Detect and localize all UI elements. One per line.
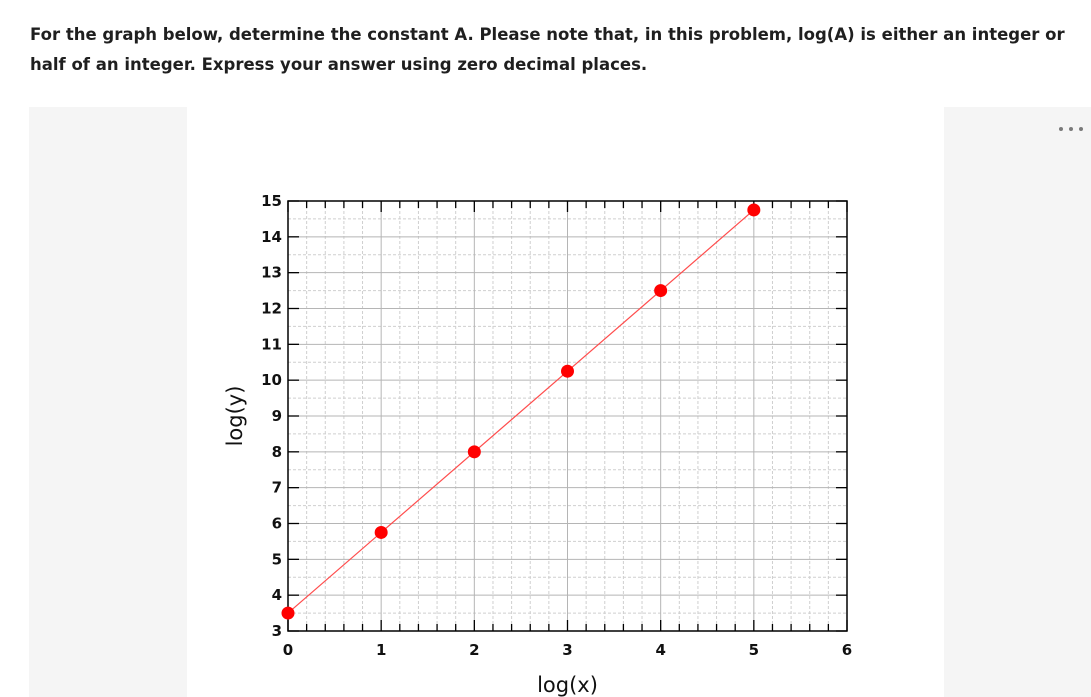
x-tick-label: 2: [469, 641, 479, 659]
left-margin-panel: [29, 107, 187, 697]
data-point: [467, 445, 481, 459]
y-tick-label: 5: [272, 550, 282, 568]
y-tick-label: 6: [272, 515, 282, 533]
data-point: [747, 203, 761, 217]
x-tick-label: 3: [562, 641, 572, 659]
ellipsis-dot: [1069, 127, 1073, 131]
ellipsis-icon[interactable]: [1059, 122, 1083, 136]
x-tick-label: 4: [655, 641, 665, 659]
y-tick-label: 7: [272, 479, 282, 497]
data-point: [374, 525, 388, 539]
ellipsis-dot: [1059, 127, 1063, 131]
question-text: For the graph below, determine the const…: [30, 25, 1065, 74]
x-tick-label: 0: [283, 641, 293, 659]
x-axis-label: log(x): [537, 673, 598, 697]
y-tick-label: 3: [272, 622, 282, 640]
y-tick-label: 12: [261, 300, 282, 318]
y-axis-label: log(y): [223, 386, 247, 447]
y-tick-label: 8: [272, 443, 282, 461]
right-margin-panel: [944, 107, 1091, 697]
y-tick-label: 13: [261, 264, 282, 282]
y-tick-label: 4: [272, 586, 282, 604]
fit-line: [287, 209, 755, 614]
data-point: [654, 284, 668, 298]
y-tick-label: 10: [261, 371, 282, 389]
y-tick-label: 15: [261, 192, 282, 210]
data-point: [561, 364, 574, 378]
y-tick-label: 9: [272, 407, 282, 425]
data-point: [281, 606, 295, 620]
x-tick-label: 6: [842, 641, 852, 659]
y-tick-label: 11: [261, 335, 282, 353]
y-tick-label: 14: [261, 228, 282, 246]
ellipsis-dot: [1079, 127, 1083, 131]
x-tick-label: 1: [376, 641, 386, 659]
x-tick-label: 5: [749, 641, 759, 659]
